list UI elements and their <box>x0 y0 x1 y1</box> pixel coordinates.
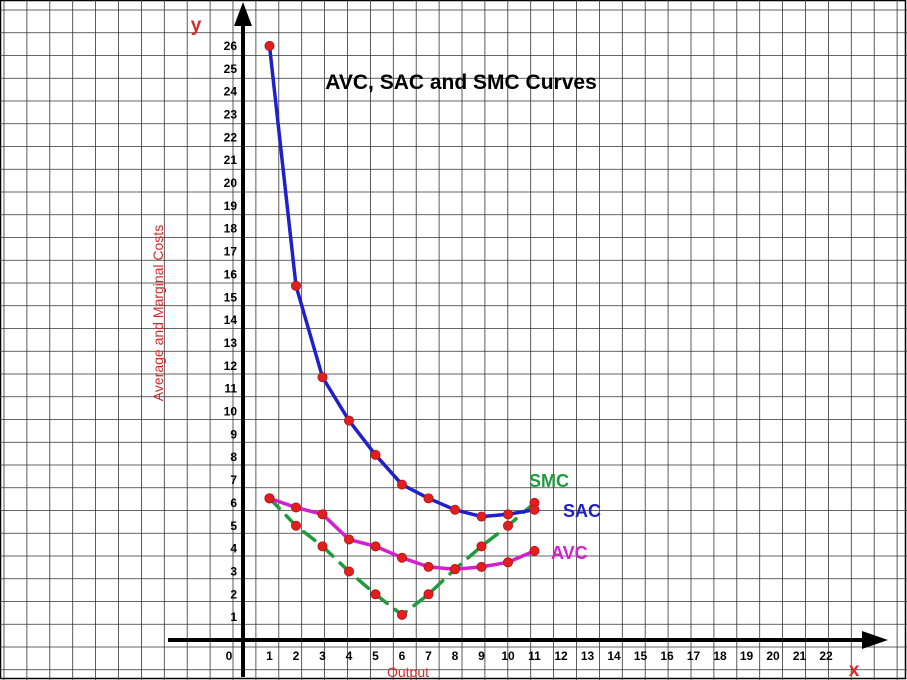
series-group <box>264 40 540 620</box>
chart-title: AVC, SAC and SMC Curves <box>325 71 597 94</box>
axes <box>168 2 888 677</box>
y-tick-label: 8 <box>230 450 237 464</box>
y-tick-label: 3 <box>230 564 237 578</box>
y-axis-letter: y <box>191 15 202 36</box>
x-tick-label: 2 <box>293 649 300 663</box>
x-tick-label: 3 <box>319 649 326 663</box>
sac-point <box>264 40 275 51</box>
avc-point <box>423 561 434 572</box>
smc-label: SMC <box>529 471 569 491</box>
y-tick-label: 25 <box>224 62 238 76</box>
y-tick-label: 20 <box>224 176 238 190</box>
sac-point <box>476 511 487 522</box>
y-tick-label: 5 <box>230 519 237 533</box>
y-tick-label: 23 <box>224 107 238 121</box>
sac-label: SAC <box>563 501 601 521</box>
sac-point <box>396 479 407 490</box>
sac-point <box>370 449 381 460</box>
sac-point <box>423 493 434 504</box>
avc-point <box>529 545 540 556</box>
avc-point <box>343 534 354 545</box>
x-tick-label: 17 <box>687 649 701 663</box>
y-tick-label: 26 <box>224 39 238 53</box>
x-tick-label: 21 <box>793 649 807 663</box>
smc-point <box>290 520 301 531</box>
origin-label: 0 <box>226 649 233 663</box>
smc-point <box>476 541 487 552</box>
avc-point <box>370 541 381 552</box>
x-axis-label: Output <box>387 664 429 680</box>
x-tick-label: 13 <box>581 649 595 663</box>
x-tick-label: 15 <box>634 649 648 663</box>
y-tick-label: 6 <box>230 496 237 510</box>
sac-point <box>449 504 460 515</box>
y-axis-label: Average and Marginal Costs <box>150 225 166 401</box>
y-tick-label: 1 <box>230 610 237 624</box>
x-tick-label: 22 <box>819 649 833 663</box>
x-tick-label: 11 <box>528 649 541 663</box>
x-axis-arrow <box>862 631 888 649</box>
x-tick-label: 12 <box>554 649 568 663</box>
avc-point <box>449 564 460 575</box>
x-tick-label: 1 <box>266 649 273 663</box>
sac-point <box>529 504 540 515</box>
x-tick-label: 16 <box>660 649 674 663</box>
avc-point <box>476 561 487 572</box>
sac-point <box>343 415 354 426</box>
y-tick-label: 22 <box>224 130 238 144</box>
y-tick-label: 13 <box>224 336 238 350</box>
y-axis-arrow <box>234 2 252 26</box>
y-tick-label: 12 <box>224 359 238 373</box>
sac-point <box>317 372 328 383</box>
x-tick-label: 18 <box>713 649 727 663</box>
avc-point <box>317 509 328 520</box>
y-tick-label: 14 <box>224 313 238 327</box>
x-tick-label: 7 <box>425 649 432 663</box>
avc-point <box>290 502 301 513</box>
x-tick-label: 20 <box>766 649 780 663</box>
tick-labels: 1 2 3 4 5 6 7 8 9 10 11 12 13 14 15 16 17 18 19 20 21 2212345… <box>224 39 833 663</box>
y-tick-label: 21 <box>224 153 238 167</box>
avc-point <box>396 552 407 563</box>
x-tick-label: 14 <box>607 649 621 663</box>
avc-point <box>502 557 513 568</box>
x-tick-label: 9 <box>478 649 485 663</box>
sac-point <box>502 509 513 520</box>
y-tick-label: 16 <box>224 267 238 281</box>
y-tick-label: 10 <box>224 405 238 419</box>
smc-point <box>343 566 354 577</box>
y-tick-label: 11 <box>224 382 237 396</box>
y-tick-label: 9 <box>230 427 237 441</box>
y-tick-label: 18 <box>224 222 238 236</box>
avc-point <box>264 493 275 504</box>
smc-point <box>423 589 434 600</box>
x-tick-label: 4 <box>346 649 353 663</box>
smc-point <box>396 609 407 620</box>
y-tick-label: 17 <box>224 245 238 259</box>
y-tick-label: 19 <box>224 199 238 213</box>
smc-point <box>502 520 513 531</box>
x-tick-label: 5 <box>372 649 379 663</box>
y-tick-label: 24 <box>224 85 238 99</box>
avc-label: AVC <box>551 543 588 563</box>
smc-point <box>317 541 328 552</box>
smc-point <box>370 589 381 600</box>
series-labels: SAC AVC SMC <box>529 471 601 563</box>
x-tick-label: 6 <box>399 649 406 663</box>
y-tick-label: 15 <box>224 290 238 304</box>
y-tick-label: 4 <box>230 542 237 556</box>
y-tick-label: 7 <box>230 473 237 487</box>
sac-point <box>290 280 301 291</box>
x-tick-label: 8 <box>452 649 459 663</box>
x-tick-label: 10 <box>501 649 515 663</box>
x-axis-letter: x <box>849 660 860 680</box>
x-tick-label: 19 <box>740 649 754 663</box>
y-tick-label: 2 <box>230 587 237 601</box>
